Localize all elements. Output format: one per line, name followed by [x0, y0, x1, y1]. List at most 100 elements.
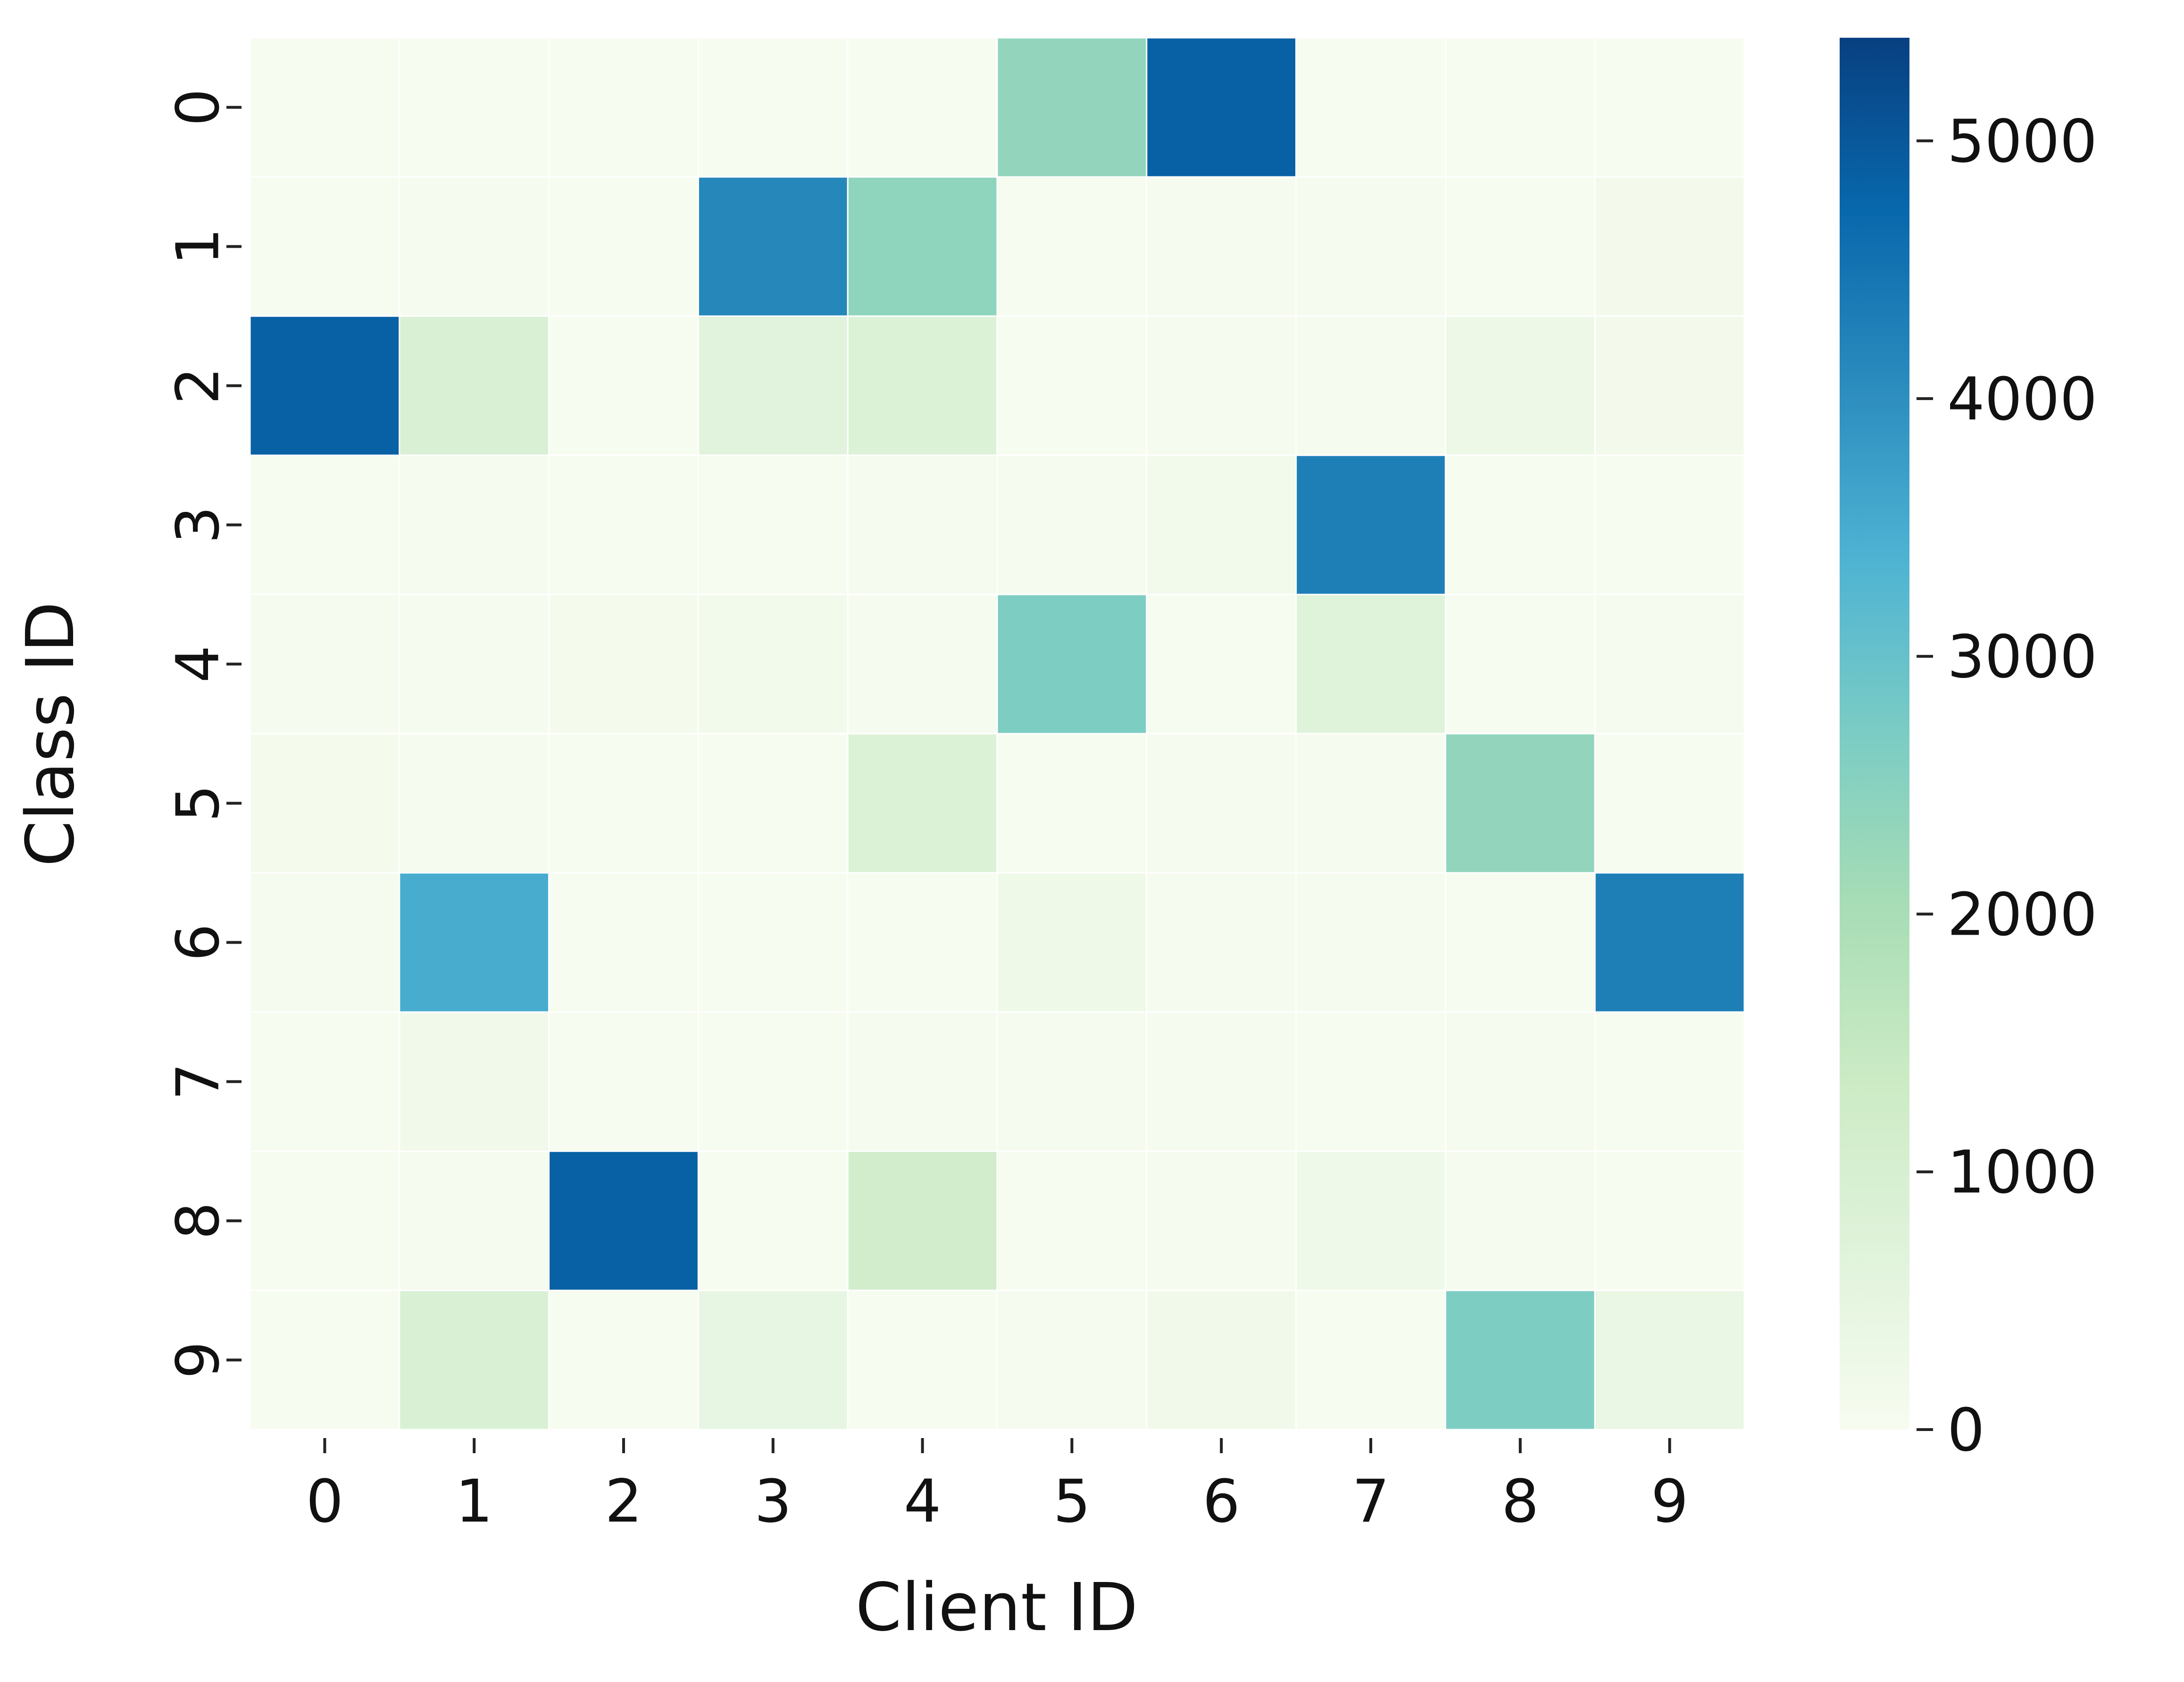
x-tick-label: 1 [455, 1467, 493, 1536]
heatmap-cell-r7-c1 [399, 1011, 550, 1152]
heatmap-cell-r5-c2 [548, 733, 699, 874]
colorbar-tick-label: 0 [1947, 1396, 1985, 1464]
y-axis-ticks: 0 1 2 3 4 5 6 7 8 9 [164, 89, 242, 1379]
heatmap-cell-r8-c3 [697, 1150, 849, 1291]
heatmap-cell-r2-c8 [1444, 315, 1596, 456]
heatmap-cell-r5-c8 [1444, 733, 1596, 874]
heatmap-cell-r0-c7 [1295, 37, 1446, 178]
y-tick-label: 9 [164, 1341, 233, 1379]
heatmap-cell-r3-c7 [1295, 454, 1446, 595]
heatmap-cell-r1-c0 [249, 176, 400, 317]
x-tick-label: 6 [1202, 1467, 1240, 1536]
heatmap-cell-r1-c3 [697, 176, 849, 317]
x-axis-ticks: 0 1 2 3 4 5 6 7 8 9 [306, 1438, 1689, 1536]
heatmap-cell-r0-c8 [1444, 37, 1596, 178]
heatmap-cell-r4-c0 [249, 594, 400, 735]
heatmap-cell-r7-c9 [1594, 1011, 1745, 1152]
colorbar-tick-label: 1000 [1947, 1138, 2097, 1207]
heatmap-cell-r2-c2 [548, 315, 699, 456]
colorbar-tick-label: 3000 [1947, 623, 2097, 691]
heatmap-cell-r5-c9 [1594, 733, 1745, 874]
heatmap-cell-r4-c3 [697, 594, 849, 735]
heatmap-cell-r3-c2 [548, 454, 699, 595]
heatmap-cell-r3-c5 [996, 454, 1148, 595]
heatmap-cell-r4-c8 [1444, 594, 1596, 735]
heatmap-cell-r9-c1 [399, 1289, 550, 1431]
heatmap-cell-r8-c0 [249, 1150, 400, 1291]
heatmap-cell-r7-c2 [548, 1011, 699, 1152]
heatmap-cell-r0-c0 [249, 37, 400, 178]
heatmap-cell-r0-c4 [847, 37, 998, 178]
heatmap-cell-r1-c5 [996, 176, 1148, 317]
heatmap-cell-r4-c2 [548, 594, 699, 735]
heatmap-cell-r3-c1 [399, 454, 550, 595]
heatmap-cell-r9-c3 [697, 1289, 849, 1431]
heatmap-cell-r8-c2 [548, 1150, 699, 1291]
x-tick-label: 2 [605, 1467, 642, 1536]
heatmap-cell-r9-c6 [1146, 1289, 1297, 1431]
x-tick-label: 4 [904, 1467, 942, 1536]
y-tick-label: 0 [164, 89, 233, 126]
heatmap-cell-r0-c1 [399, 37, 550, 178]
y-tick-label: 4 [164, 645, 233, 683]
heatmap-cell-r6-c3 [697, 872, 849, 1013]
heatmap-cell-r7-c0 [249, 1011, 400, 1152]
heatmap-cell-r9-c0 [249, 1289, 400, 1431]
heatmap-cell-r2-c5 [996, 315, 1148, 456]
heatmap-cell-r2-c1 [399, 315, 550, 456]
heatmap-cell-r3-c0 [249, 454, 400, 595]
y-tick-label: 3 [164, 506, 233, 544]
heatmap-cell-r8-c9 [1594, 1150, 1745, 1291]
heatmap-cell-r5-c4 [847, 733, 998, 874]
heatmap-cell-r9-c9 [1594, 1289, 1745, 1431]
y-tick-label: 2 [164, 367, 233, 405]
y-tick-label: 7 [164, 1063, 233, 1101]
heatmap-cell-r0-c6 [1146, 37, 1297, 178]
heatmap-cell-r6-c8 [1444, 872, 1596, 1013]
colorbar [1840, 38, 1909, 1430]
heatmap-cell-r2-c9 [1594, 315, 1745, 456]
heatmap-cell-r3-c6 [1146, 454, 1297, 595]
heatmap-cell-r8-c5 [996, 1150, 1148, 1291]
x-axis-title: Client ID [856, 1569, 1138, 1646]
heatmap-cell-r1-c4 [847, 176, 998, 317]
heatmap-cell-r5-c7 [1295, 733, 1446, 874]
heatmap-cell-r2-c7 [1295, 315, 1446, 456]
heatmap-cell-r8-c8 [1444, 1150, 1596, 1291]
heatmap-cell-r0-c5 [996, 37, 1148, 178]
heatmap-cell-r4-c7 [1295, 594, 1446, 735]
heatmap-cell-r3-c8 [1444, 454, 1596, 595]
heatmap-cell-r7-c5 [996, 1011, 1148, 1152]
colorbar-tick-label: 5000 [1947, 108, 2097, 176]
y-tick-label: 1 [164, 228, 233, 266]
heatmap-cell-r8-c7 [1295, 1150, 1446, 1291]
heatmap-cell-r6-c4 [847, 872, 998, 1013]
heatmap-cell-r5-c5 [996, 733, 1148, 874]
heatmap-cell-r8-c4 [847, 1150, 998, 1291]
heatmap-cell-r7-c7 [1295, 1011, 1446, 1152]
heatmap-cells [249, 37, 1745, 1431]
heatmap-cell-r3-c4 [847, 454, 998, 595]
x-tick-label: 3 [754, 1467, 792, 1536]
heatmap-cell-r2-c6 [1146, 315, 1297, 456]
heatmap-cell-r6-c7 [1295, 872, 1446, 1013]
heatmap-cell-r2-c0 [249, 315, 400, 456]
y-axis-title: Class ID [12, 602, 89, 867]
heatmap-cell-r5-c6 [1146, 733, 1297, 874]
heatmap-cell-r6-c6 [1146, 872, 1297, 1013]
heatmap-cell-r1-c8 [1444, 176, 1596, 317]
heatmap-cell-r5-c0 [249, 733, 400, 874]
heatmap-cell-r8-c6 [1146, 1150, 1297, 1291]
heatmap-cell-r0-c2 [548, 37, 699, 178]
y-tick-label: 6 [164, 924, 233, 962]
x-tick-label: 8 [1501, 1467, 1539, 1536]
y-tick-label: 8 [164, 1202, 233, 1240]
heatmap-cell-r9-c2 [548, 1289, 699, 1431]
x-tick-label: 9 [1651, 1467, 1689, 1536]
heatmap-cell-r7-c6 [1146, 1011, 1297, 1152]
heatmap-cell-r7-c3 [697, 1011, 849, 1152]
heatmap-cell-r4-c6 [1146, 594, 1297, 735]
heatmap-cell-r1-c7 [1295, 176, 1446, 317]
colorbar-ticks: 0 1000 2000 3000 4000 5000 [1917, 108, 2097, 1464]
